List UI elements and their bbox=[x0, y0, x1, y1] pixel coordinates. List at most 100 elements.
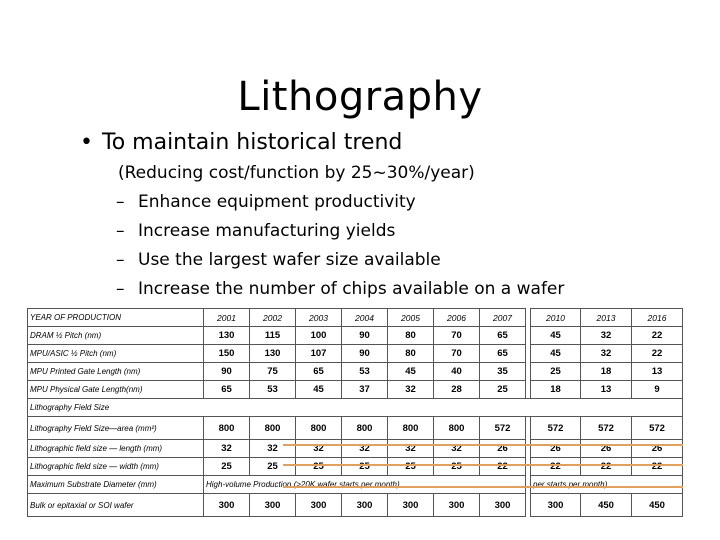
table-cell: 300 bbox=[433, 493, 480, 517]
table-cell: 800 bbox=[341, 416, 388, 440]
table-cell: 22 bbox=[530, 457, 581, 476]
row-label: MPU Printed Gate Length (nm) bbox=[27, 362, 204, 381]
table-cell: 22 bbox=[631, 326, 683, 345]
table-cell: 572 bbox=[530, 416, 581, 440]
table-cell: 115 bbox=[249, 326, 296, 345]
table-row: Lithography Field Size bbox=[27, 398, 683, 417]
bullet-item: • To maintain historical trend bbox=[80, 130, 402, 155]
table-cell: 26 bbox=[631, 439, 683, 458]
table-row: DRAM ½ Pitch (nm) 130 115 100 90 80 70 6… bbox=[27, 326, 683, 345]
row-label: MPU Physical Gate Length(nm) bbox=[27, 380, 204, 399]
table-cell: 32 bbox=[387, 380, 434, 399]
table-cell: 13 bbox=[580, 380, 632, 399]
table-cell: 22 bbox=[479, 457, 526, 476]
header-label: YEAR OF PRODUCTION bbox=[27, 308, 204, 327]
subline: (Reducing cost/function by 25~30%/year) bbox=[118, 163, 475, 183]
table-cell: 32 bbox=[433, 439, 480, 458]
table-cell: 150 bbox=[203, 344, 250, 363]
table-cell: 300 bbox=[295, 493, 342, 517]
year-cell: 2002 bbox=[249, 308, 296, 327]
table-cell: 26 bbox=[530, 439, 581, 458]
table-cell: 107 bbox=[295, 344, 342, 363]
table-cell: 25 bbox=[249, 457, 296, 476]
table-cell: 26 bbox=[479, 439, 526, 458]
table-cell: 28 bbox=[433, 380, 480, 399]
bullet-text: To maintain historical trend bbox=[102, 130, 403, 155]
row-label: Lithographic field size — length (mm) bbox=[27, 439, 204, 458]
table-cell: 800 bbox=[433, 416, 480, 440]
table-cell: 26 bbox=[580, 439, 632, 458]
dash-item: – Increase manufacturing yields bbox=[116, 221, 396, 241]
table-cell: 25 bbox=[203, 457, 250, 476]
table-cell: 800 bbox=[387, 416, 434, 440]
table-cell: 25 bbox=[479, 380, 526, 399]
table-cell: 65 bbox=[295, 362, 342, 381]
year-cell: 2004 bbox=[341, 308, 388, 327]
table-cell: 32 bbox=[295, 439, 342, 458]
substrate-note-right: per starts per month) bbox=[530, 475, 683, 494]
dash-item: – Increase the number of chips available … bbox=[116, 279, 565, 299]
table-cell: 800 bbox=[203, 416, 250, 440]
table-cell: 130 bbox=[203, 326, 250, 345]
row-label: Maximum Substrate Diameter (mm) bbox=[27, 475, 204, 494]
table-cell: 25 bbox=[433, 457, 480, 476]
row-label: Bulk or epitaxial or SOI wafer bbox=[27, 493, 204, 517]
table-cell: 300 bbox=[203, 493, 250, 517]
table-cell: 9 bbox=[631, 380, 683, 399]
dash-item: – Enhance equipment productivity bbox=[116, 192, 416, 212]
table-cell: 18 bbox=[580, 362, 632, 381]
year-cell: 2016 bbox=[631, 308, 683, 327]
table-cell: 65 bbox=[203, 380, 250, 399]
table-row: Lithographic field size — length (mm) 32… bbox=[27, 439, 683, 458]
dash-item: – Use the largest wafer size available bbox=[116, 250, 441, 270]
table-cell: 35 bbox=[479, 362, 526, 381]
row-label: MPU/ASIC ½ Pitch (nm) bbox=[27, 344, 204, 363]
table-cell: 80 bbox=[387, 344, 434, 363]
roadmap-table: YEAR OF PRODUCTION 2001 2002 2003 2004 2… bbox=[27, 308, 683, 530]
table-cell: 22 bbox=[631, 344, 683, 363]
slide-title: Lithography bbox=[237, 74, 483, 120]
table-cell: 300 bbox=[479, 493, 526, 517]
table-cell: 300 bbox=[387, 493, 434, 517]
table-cell: 13 bbox=[631, 362, 683, 381]
row-label: Lithography Field Size—area (mm²) bbox=[27, 416, 204, 440]
table-row: Maximum Substrate Diameter (mm) High-vol… bbox=[27, 475, 683, 494]
table-cell: 75 bbox=[249, 362, 296, 381]
table-row: Lithography Field Size—area (mm²) 800 80… bbox=[27, 416, 683, 440]
table-cell: 300 bbox=[530, 493, 581, 517]
table-cell: 32 bbox=[341, 439, 388, 458]
table-cell: 53 bbox=[341, 362, 388, 381]
year-cell: 2005 bbox=[387, 308, 434, 327]
table-row: MPU Physical Gate Length(nm) 65 53 45 37… bbox=[27, 380, 683, 399]
table-cell: 450 bbox=[580, 493, 632, 517]
dash-item-text: Increase manufacturing yields bbox=[138, 221, 396, 241]
table-cell: 90 bbox=[203, 362, 250, 381]
table-row: Bulk or epitaxial or SOI wafer 300 300 3… bbox=[27, 493, 683, 517]
dash-item-text: Use the largest wafer size available bbox=[138, 250, 441, 270]
row-label: DRAM ½ Pitch (nm) bbox=[27, 326, 204, 345]
table-cell: 45 bbox=[295, 380, 342, 399]
year-cell: 2007 bbox=[479, 308, 526, 327]
table-cell: 25 bbox=[341, 457, 388, 476]
table-cell: 80 bbox=[387, 326, 434, 345]
table-cell: 45 bbox=[530, 344, 581, 363]
table-cell: 450 bbox=[631, 493, 683, 517]
table-cell: 18 bbox=[530, 380, 581, 399]
highlight-line bbox=[283, 464, 683, 466]
table-cell: 65 bbox=[479, 344, 526, 363]
table-cell: 90 bbox=[341, 344, 388, 363]
table-cell: 130 bbox=[249, 344, 296, 363]
substrate-note: High-volume Production (>20K wafer start… bbox=[203, 475, 526, 494]
table-cell: 800 bbox=[295, 416, 342, 440]
table-cell: 40 bbox=[433, 362, 480, 381]
highlight-line bbox=[283, 486, 683, 488]
table-cell: 22 bbox=[631, 457, 683, 476]
table-cell: 572 bbox=[580, 416, 632, 440]
table-row: Lithographic field size — width (mm) 25 … bbox=[27, 457, 683, 476]
dash-item-text: Increase the number of chips available o… bbox=[138, 279, 565, 299]
table-cell: 65 bbox=[479, 326, 526, 345]
table-cell: 32 bbox=[387, 439, 434, 458]
year-cell: 2010 bbox=[530, 308, 581, 327]
table-cell: 572 bbox=[631, 416, 683, 440]
table-cell: 300 bbox=[249, 493, 296, 517]
